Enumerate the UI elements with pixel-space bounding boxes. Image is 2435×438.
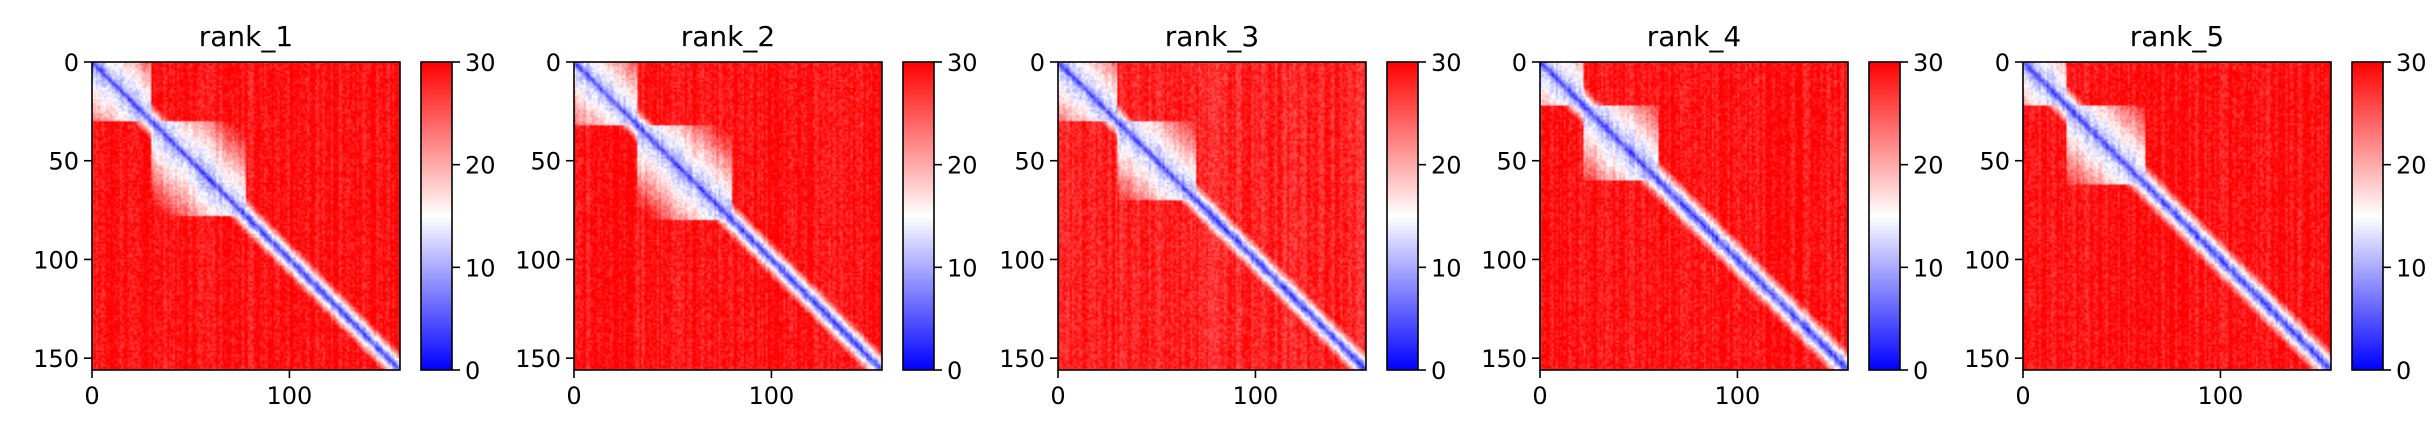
colorbar-tick-label: 0: [2396, 357, 2411, 385]
x-tick-label: 0: [84, 382, 99, 410]
colorbar-tick-label: 30: [465, 49, 496, 77]
y-tick-label: 100: [1964, 246, 2010, 274]
colorbar-tick-label: 0: [1913, 357, 1928, 385]
colorbar: [902, 61, 935, 371]
colorbar-tick-label: 10: [1913, 254, 1944, 282]
axes-frame: [91, 61, 401, 371]
colorbar-tick-label: 0: [465, 357, 480, 385]
x-tick-label: 0: [2015, 382, 2030, 410]
x-tick-label: 0: [1532, 382, 1547, 410]
y-tick-label: 50: [1014, 148, 1045, 176]
x-tick-label: 0: [566, 382, 581, 410]
colorbar-tick-label: 30: [1431, 49, 1462, 77]
colorbar-tick-label: 10: [465, 254, 496, 282]
colorbar: [2351, 61, 2384, 371]
panel-title: rank_3: [1165, 20, 1259, 53]
colorbar-tick-label: 0: [1431, 357, 1446, 385]
colorbar-tick-label: 20: [1913, 152, 1944, 180]
y-tick-label: 50: [48, 148, 79, 176]
axes-frame: [573, 61, 883, 371]
colorbar-tick-label: 10: [947, 254, 978, 282]
heatmap-image: [2023, 62, 2331, 370]
axes-frame: [2022, 61, 2332, 371]
colorbar-tick-label: 10: [1431, 254, 1462, 282]
x-tick-label: 100: [1233, 382, 1279, 410]
colorbar-tick-label: 30: [947, 49, 978, 77]
x-tick-label: 0: [1050, 382, 1065, 410]
y-tick-label: 100: [515, 246, 561, 274]
y-tick-label: 0: [1030, 49, 1045, 77]
y-tick-label: 0: [1995, 49, 2010, 77]
x-tick-label: 100: [1715, 382, 1761, 410]
x-tick-label: 100: [749, 382, 795, 410]
colorbar-tick-label: 30: [2396, 49, 2427, 77]
heatmap-image: [1058, 62, 1366, 370]
y-tick-label: 50: [530, 148, 561, 176]
y-tick-label: 100: [999, 246, 1045, 274]
y-tick-label: 0: [64, 49, 79, 77]
x-tick-label: 100: [2198, 382, 2244, 410]
colorbar-tick-label: 20: [947, 152, 978, 180]
axes-frame: [1057, 61, 1367, 371]
colorbar-tick-label: 10: [2396, 254, 2427, 282]
y-tick-label: 0: [1512, 49, 1527, 77]
colorbar-tick-label: 30: [1913, 49, 1944, 77]
heatmap-image: [1540, 62, 1848, 370]
y-tick-label: 150: [1481, 345, 1527, 373]
panel-title: rank_2: [681, 20, 775, 53]
y-tick-label: 150: [999, 345, 1045, 373]
x-tick-label: 100: [267, 382, 313, 410]
axes-frame: [1539, 61, 1849, 371]
y-tick-label: 0: [546, 49, 561, 77]
colorbar-tick-label: 20: [1431, 152, 1462, 180]
colorbar: [1868, 61, 1901, 371]
colorbar-tick-label: 0: [947, 357, 962, 385]
colorbar-tick-label: 20: [2396, 152, 2427, 180]
colorbar-tick-label: 20: [465, 152, 496, 180]
y-tick-label: 50: [1979, 148, 2010, 176]
panel-title: rank_4: [1647, 20, 1741, 53]
heatmap-image: [92, 62, 400, 370]
colorbar: [1386, 61, 1419, 371]
y-tick-label: 150: [515, 345, 561, 373]
y-tick-label: 150: [1964, 345, 2010, 373]
colorbar: [420, 61, 453, 371]
y-tick-label: 150: [33, 345, 79, 373]
y-tick-label: 100: [33, 246, 79, 274]
y-tick-label: 50: [1496, 148, 1527, 176]
heatmap-image: [574, 62, 882, 370]
panel-title: rank_1: [199, 20, 293, 53]
y-tick-label: 100: [1481, 246, 1527, 274]
panel-title: rank_5: [2130, 20, 2224, 53]
